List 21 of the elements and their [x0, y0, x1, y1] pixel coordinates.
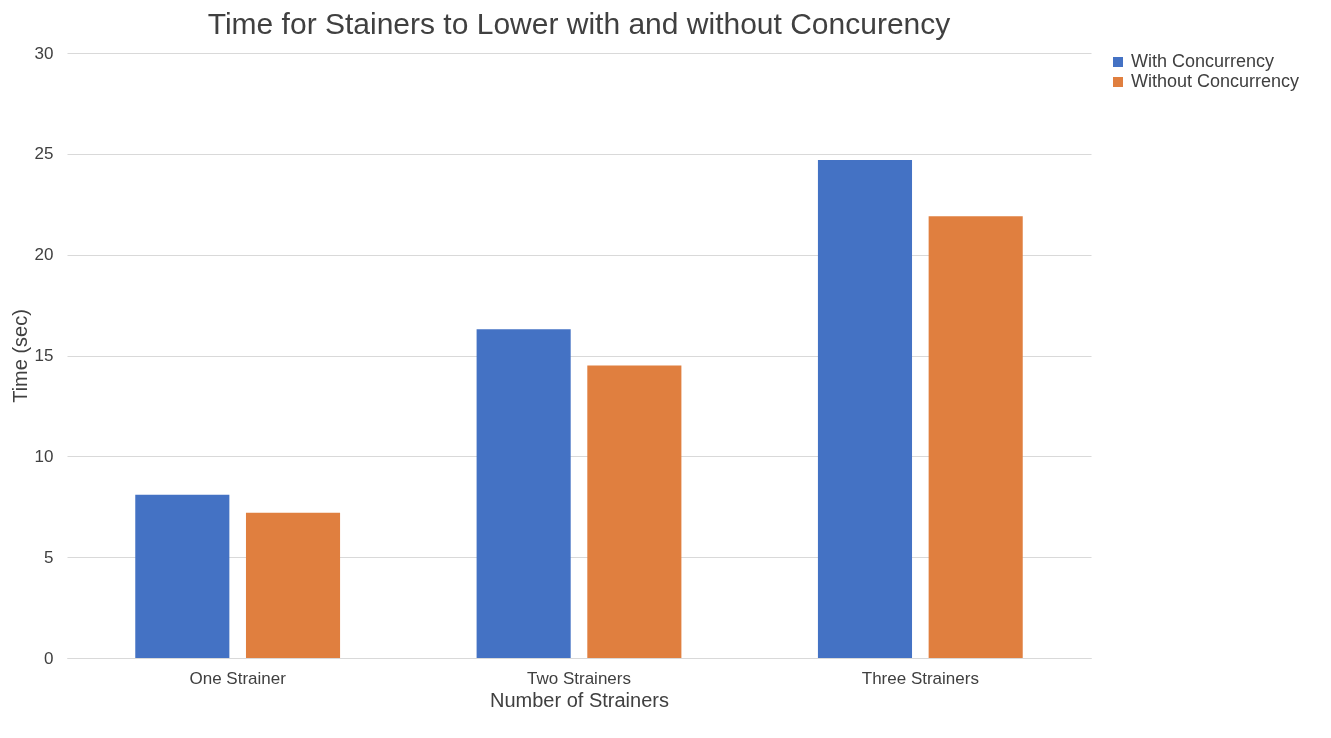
- y-tick-label: 10: [34, 446, 54, 466]
- bar: [476, 329, 571, 658]
- chart-title: Time for Stainers to Lower with and without Concurency: [207, 7, 951, 40]
- y-tick-label: 0: [44, 648, 54, 668]
- x-tick-label: Three Strainers: [861, 668, 979, 688]
- bar: [817, 159, 913, 658]
- y-tick-label: 5: [44, 547, 54, 567]
- x-tick-label: One Strainer: [189, 668, 287, 688]
- bar: [587, 365, 682, 658]
- x-axis-title: Number of Strainers: [490, 688, 669, 711]
- bar: [245, 512, 341, 658]
- y-tick-label: 30: [34, 43, 54, 63]
- bar: [135, 494, 230, 658]
- y-axis-title: Time (sec): [8, 309, 31, 403]
- y-tick-label: 20: [34, 245, 54, 265]
- legend-label: Without Concurrency: [1131, 71, 1300, 91]
- y-tick-label: 25: [34, 144, 54, 164]
- y-tick-label: 15: [34, 346, 54, 365]
- bar: [928, 216, 1023, 658]
- x-tick-label: Two Strainers: [527, 668, 631, 688]
- legend-label: With Concurrency: [1131, 51, 1275, 71]
